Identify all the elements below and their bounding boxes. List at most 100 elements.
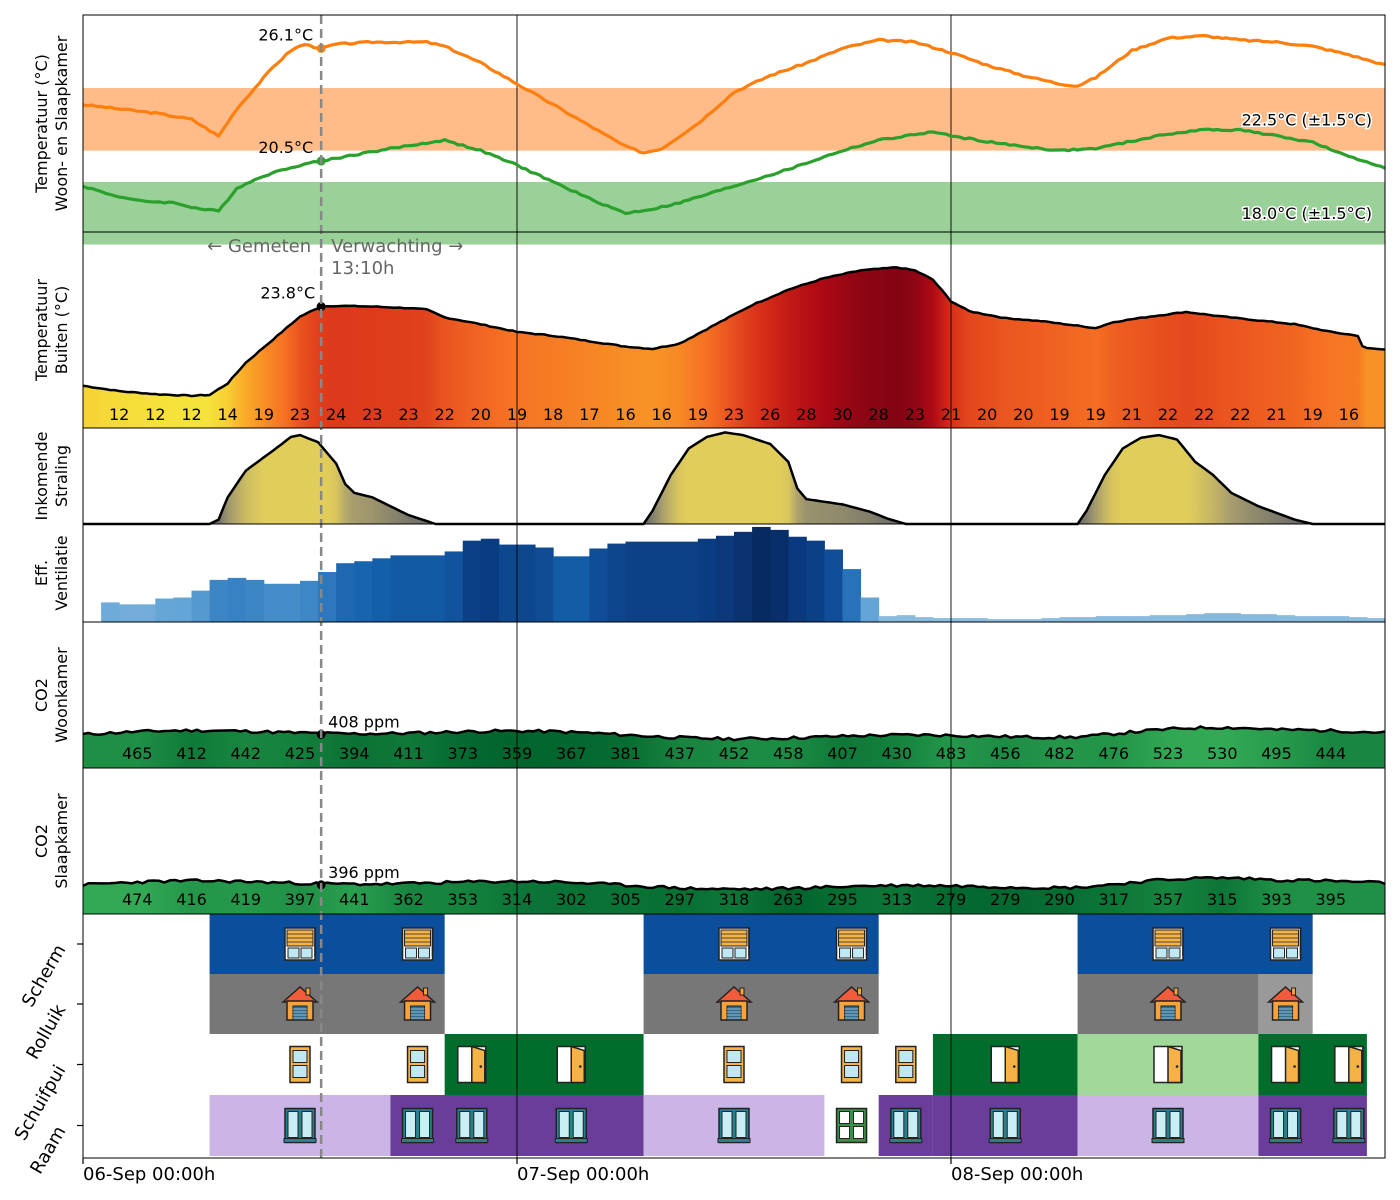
door-knob (479, 1065, 483, 1068)
house-shutter (844, 1005, 860, 1021)
ventilation-bar (535, 547, 554, 622)
window-sill (889, 1138, 923, 1143)
co2_woon-value-label: 530 (1207, 744, 1238, 763)
window-pane (473, 1111, 485, 1138)
outdoor-hour-label: 22 (1158, 405, 1178, 424)
door-knob (1175, 1065, 1179, 1068)
outdoor-hour-label: 23 (362, 405, 382, 424)
ventilation-bar (1113, 616, 1133, 622)
grid-lines (516, 15, 952, 1158)
ventilation-bar (209, 579, 229, 622)
house-chimney (1291, 987, 1297, 996)
co2_slaap-value-label: 357 (1153, 890, 1184, 909)
window-double-icon (1151, 1107, 1185, 1144)
ventilation-bar (1258, 614, 1277, 622)
indoor-series-line-2 (82, 127, 1386, 216)
co2_woon-value-label: 373 (447, 744, 478, 763)
house-shutter (1160, 1005, 1176, 1021)
window-pane (992, 1111, 1004, 1138)
window-sill (1269, 1138, 1303, 1143)
door-pane (410, 1050, 426, 1063)
outdoor-hour-label: 23 (724, 405, 744, 424)
ventilation-bar (1222, 613, 1241, 622)
door-knob (1356, 1065, 1360, 1068)
outdoor-hour-label: 16 (615, 405, 635, 424)
co2_woon-value-label: 482 (1044, 744, 1075, 763)
ventilation-bar (372, 558, 391, 622)
window-double-icon (717, 1107, 751, 1144)
outdoor-hour-label: 20 (1013, 405, 1033, 424)
ventilation-bar (1041, 618, 1060, 622)
door-pane (292, 1065, 308, 1078)
window-sill (554, 1138, 588, 1143)
house-icon (1149, 985, 1187, 1021)
co2_slaap-value-label: 317 (1098, 890, 1129, 909)
outdoor-line (82, 266, 1386, 398)
co2_slaap-value-label: 416 (176, 890, 207, 909)
now-label-measured: ← Gemeten (207, 236, 311, 257)
co2_woon-now-label: 408 ppm (328, 712, 400, 731)
co2_slaap-ylabel-1: CO2 (32, 824, 51, 858)
house-icon (281, 985, 319, 1021)
ventilation-bar (318, 572, 337, 622)
outdoor-hour-label: 16 (651, 405, 671, 424)
outdoor-hour-label: 21 (1266, 405, 1286, 424)
ventilation-bar (553, 556, 572, 622)
outdoor-hour-label: 19 (1302, 405, 1322, 424)
screen-pane (405, 947, 418, 959)
house-chimney (423, 987, 429, 996)
ventilation-bar (137, 604, 156, 622)
indoor-now-label-2: 20.5°C (258, 138, 313, 157)
window-pane (1273, 1111, 1285, 1138)
outdoor-hour-label: 12 (145, 405, 165, 424)
co2_slaap-value-label: 305 (610, 890, 641, 909)
band-label-2: 18.0°C (±1.5°C) (1242, 204, 1372, 223)
control-row-label: Rolluik (22, 1001, 70, 1064)
screen-icon (284, 927, 316, 961)
outdoor-hour-label: 21 (1122, 405, 1142, 424)
outdoor-ylabel-1: Temperatuur (32, 279, 51, 382)
door-pane (726, 1050, 742, 1063)
ventilation-bar (263, 583, 283, 622)
door-pane (844, 1050, 860, 1063)
door-pane (844, 1065, 860, 1078)
window-pane (287, 1111, 299, 1138)
now-label-forecast: Verwachting → (331, 236, 463, 257)
ventilation-bar (1348, 617, 1368, 622)
ventilation-bar (354, 561, 373, 622)
outdoor-hour-label: 17 (579, 405, 599, 424)
ventilation-bar (571, 556, 590, 622)
house-chimney (1173, 987, 1179, 996)
co2_woon-value-label: 442 (230, 744, 261, 763)
ventilation-bar (155, 598, 174, 622)
co2_slaap-value-label: 290 (1044, 890, 1075, 909)
door-leaf (1284, 1045, 1300, 1084)
window-pane (1287, 1111, 1299, 1138)
door-open-icon (1270, 1045, 1301, 1084)
window-double-icon (455, 1107, 489, 1144)
door-knob (578, 1065, 582, 1068)
ventilation-bar (1059, 617, 1079, 622)
house-shutter (410, 1005, 426, 1021)
door-knob (1293, 1065, 1296, 1068)
door-leaf (1348, 1045, 1363, 1084)
door-open-icon (990, 1045, 1020, 1084)
outdoor-hour-label: 21 (941, 405, 961, 424)
co2_slaap-value-label: 279 (936, 890, 967, 909)
outdoor-hour-label: 20 (471, 405, 491, 424)
ventilation-bar (1077, 617, 1097, 622)
window-pane (721, 1111, 733, 1138)
ventilation-bar (1330, 616, 1350, 622)
ventilation-bar (245, 579, 265, 622)
co2_woon-value-label: 411 (393, 744, 424, 763)
screen-icon (401, 927, 434, 961)
co2_slaap-area (83, 877, 1385, 914)
ventilation-bar (842, 569, 862, 622)
door-pane (898, 1050, 914, 1063)
door-open-icon (1334, 1045, 1364, 1084)
indoor-series-line-1 (82, 33, 1386, 155)
outdoor-hour-label: 28 (796, 405, 816, 424)
door-pane (292, 1050, 308, 1063)
ventilation-bar (227, 577, 247, 622)
outdoor-ylabel-2: Buiten (°C) (52, 286, 71, 375)
